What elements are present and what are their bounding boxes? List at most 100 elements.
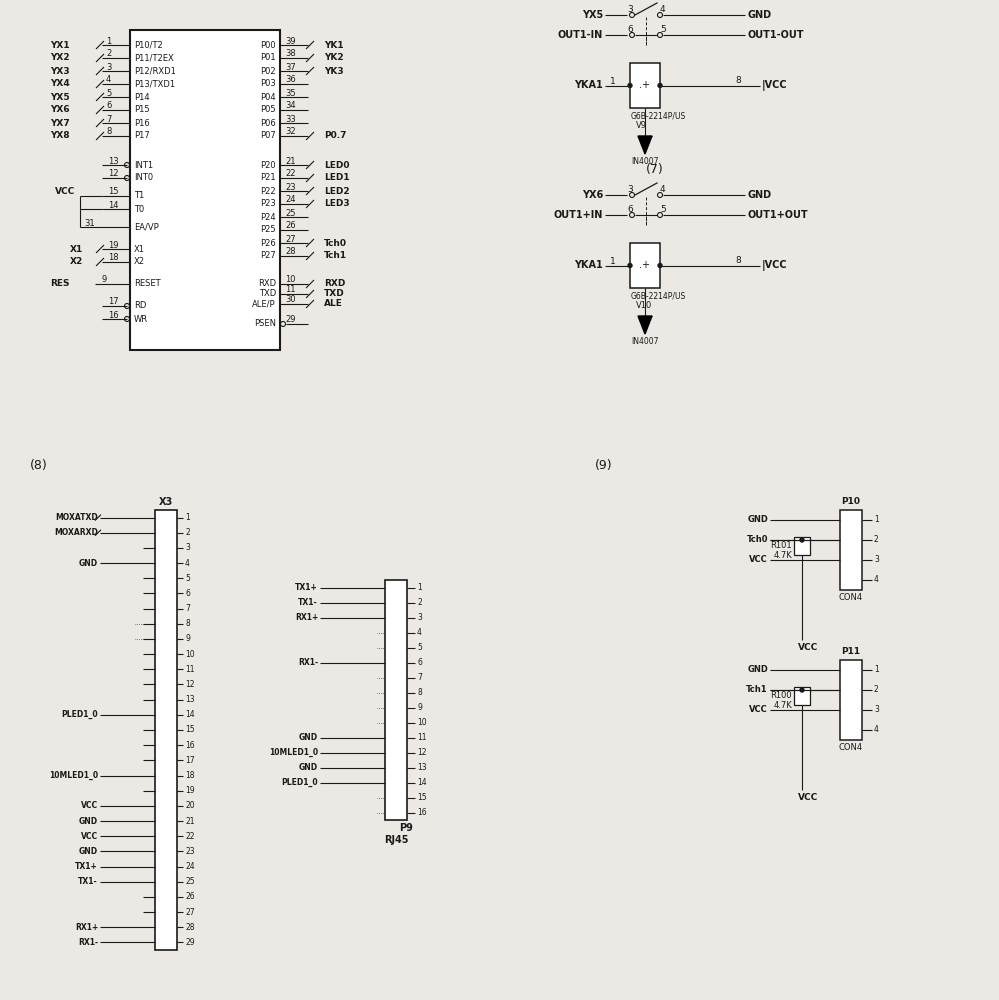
Text: TXD: TXD bbox=[324, 290, 345, 298]
Text: RX1-: RX1- bbox=[78, 938, 98, 947]
Text: 16: 16 bbox=[185, 741, 195, 750]
Text: 11: 11 bbox=[285, 286, 296, 294]
Text: 4.7K: 4.7K bbox=[773, 550, 792, 560]
Text: 3: 3 bbox=[874, 706, 879, 714]
Text: 3: 3 bbox=[627, 186, 632, 194]
Text: 8: 8 bbox=[185, 619, 190, 628]
Text: 2: 2 bbox=[106, 49, 111, 58]
Text: 10: 10 bbox=[185, 650, 195, 659]
Circle shape bbox=[628, 263, 632, 267]
Text: 3: 3 bbox=[627, 5, 632, 14]
Text: 6: 6 bbox=[627, 206, 632, 215]
Text: 7: 7 bbox=[106, 114, 111, 123]
Text: Tch0: Tch0 bbox=[324, 238, 347, 247]
Text: 38: 38 bbox=[285, 49, 296, 58]
Text: 8: 8 bbox=[417, 688, 422, 697]
Text: .+: .+ bbox=[639, 81, 650, 91]
Text: RXD: RXD bbox=[324, 279, 346, 288]
Bar bbox=[840, 660, 862, 740]
Text: G6B-2214P/US: G6B-2214P/US bbox=[631, 292, 686, 300]
Text: 19: 19 bbox=[185, 786, 195, 795]
Text: 4: 4 bbox=[417, 628, 422, 637]
Text: 5: 5 bbox=[417, 643, 422, 652]
Text: 14: 14 bbox=[417, 778, 427, 787]
Text: 5: 5 bbox=[660, 206, 665, 215]
Text: YK3: YK3 bbox=[324, 66, 344, 76]
Text: P27: P27 bbox=[261, 251, 276, 260]
Text: P06: P06 bbox=[261, 118, 276, 127]
Text: P20: P20 bbox=[261, 160, 276, 169]
Circle shape bbox=[628, 84, 632, 88]
Text: P23: P23 bbox=[261, 200, 276, 209]
Text: 11: 11 bbox=[417, 733, 427, 742]
Text: 15: 15 bbox=[185, 726, 195, 734]
Text: (7): (7) bbox=[646, 163, 664, 176]
Text: P02: P02 bbox=[261, 66, 276, 76]
Text: (8): (8) bbox=[30, 458, 48, 472]
Text: OUT1-OUT: OUT1-OUT bbox=[748, 30, 804, 40]
Text: YKA1: YKA1 bbox=[574, 81, 603, 91]
Text: YKA1: YKA1 bbox=[574, 260, 603, 270]
Text: TX1+: TX1+ bbox=[75, 862, 98, 871]
Text: 12: 12 bbox=[108, 169, 119, 178]
Text: VCC: VCC bbox=[798, 794, 818, 802]
Text: EA/VP: EA/VP bbox=[134, 223, 159, 232]
Text: LED3: LED3 bbox=[324, 200, 350, 209]
Text: P03: P03 bbox=[261, 80, 276, 89]
Circle shape bbox=[800, 688, 804, 692]
Text: YX6: YX6 bbox=[50, 105, 70, 114]
Text: 29: 29 bbox=[285, 316, 296, 324]
Text: RESET: RESET bbox=[134, 279, 161, 288]
Text: P22: P22 bbox=[261, 186, 276, 196]
Text: VCC: VCC bbox=[749, 556, 768, 564]
Text: YX4: YX4 bbox=[50, 80, 70, 89]
Text: 4: 4 bbox=[874, 726, 879, 734]
Text: VCC: VCC bbox=[749, 706, 768, 714]
Text: OUT1+OUT: OUT1+OUT bbox=[748, 210, 808, 220]
Bar bbox=[794, 687, 810, 705]
Text: 35: 35 bbox=[285, 89, 296, 98]
Text: (9): (9) bbox=[595, 458, 612, 472]
Text: 9: 9 bbox=[102, 275, 107, 284]
Text: P17: P17 bbox=[134, 131, 150, 140]
Text: 14: 14 bbox=[185, 710, 195, 719]
Text: LED1: LED1 bbox=[324, 174, 350, 182]
Text: 13: 13 bbox=[108, 156, 119, 165]
Text: 5: 5 bbox=[185, 574, 190, 583]
Text: P13/TXD1: P13/TXD1 bbox=[134, 80, 175, 89]
Text: 28: 28 bbox=[285, 247, 296, 256]
Text: 11: 11 bbox=[185, 665, 195, 674]
Text: 4: 4 bbox=[185, 559, 190, 568]
Text: 9: 9 bbox=[185, 634, 190, 643]
Text: RX1+: RX1+ bbox=[295, 613, 318, 622]
Text: 33: 33 bbox=[285, 114, 296, 123]
Text: P04: P04 bbox=[261, 93, 276, 102]
Text: YX8: YX8 bbox=[50, 131, 70, 140]
Text: 27: 27 bbox=[185, 908, 195, 917]
Text: 17: 17 bbox=[185, 756, 195, 765]
Text: 8: 8 bbox=[735, 256, 740, 265]
Text: YX7: YX7 bbox=[50, 118, 70, 127]
Text: PSEN: PSEN bbox=[254, 320, 276, 328]
Text: RX1+: RX1+ bbox=[75, 923, 98, 932]
Text: 7: 7 bbox=[417, 673, 422, 682]
Text: P05: P05 bbox=[261, 105, 276, 114]
Text: ALE/P: ALE/P bbox=[253, 300, 276, 308]
Text: P12/RXD1: P12/RXD1 bbox=[134, 66, 176, 76]
Text: 4: 4 bbox=[874, 576, 879, 584]
Text: 13: 13 bbox=[417, 763, 427, 772]
Text: MOXARXD: MOXARXD bbox=[54, 528, 98, 537]
Text: GND: GND bbox=[748, 10, 772, 20]
Text: 10MLED1_0: 10MLED1_0 bbox=[269, 748, 318, 757]
Text: |VCC: |VCC bbox=[762, 80, 787, 91]
Text: YX5: YX5 bbox=[50, 93, 70, 102]
Text: GND: GND bbox=[748, 190, 772, 200]
Text: RD: RD bbox=[134, 302, 147, 310]
Text: TX1-: TX1- bbox=[78, 877, 98, 886]
Text: 1: 1 bbox=[610, 77, 615, 86]
Text: 4: 4 bbox=[106, 76, 111, 85]
Text: 1: 1 bbox=[874, 516, 879, 524]
Text: P9: P9 bbox=[399, 823, 413, 833]
Text: VCC: VCC bbox=[798, 644, 818, 652]
Text: YX5: YX5 bbox=[581, 10, 603, 20]
